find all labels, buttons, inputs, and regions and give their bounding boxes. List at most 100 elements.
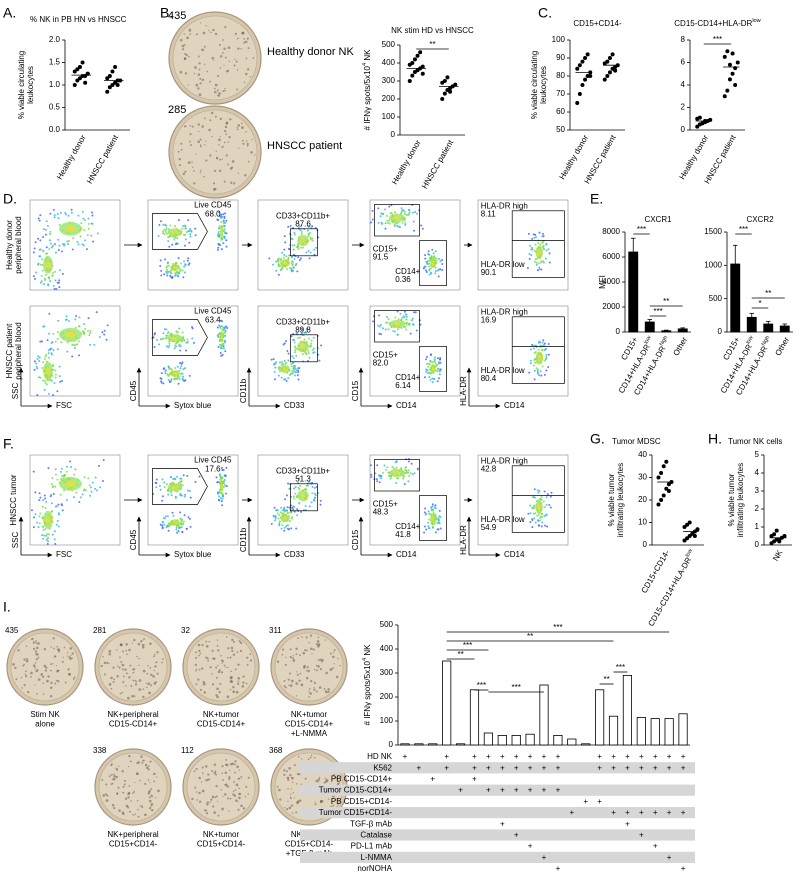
flow-event xyxy=(438,509,441,512)
y-tick-label: 6 xyxy=(681,58,686,67)
flow-event xyxy=(309,236,312,239)
flow-event xyxy=(161,527,164,530)
text-part: low xyxy=(644,334,654,345)
plate-caption: alone xyxy=(35,720,55,729)
plate-spot xyxy=(211,135,213,138)
flow-event xyxy=(47,540,50,543)
flow-event xyxy=(177,530,180,533)
plate-spot xyxy=(128,765,130,768)
flow-event xyxy=(393,224,396,227)
plate-spot xyxy=(22,664,25,667)
flow-event xyxy=(189,229,192,232)
flow-event xyxy=(35,521,38,524)
table-plus: + xyxy=(556,752,561,761)
gate-label: 41.8 xyxy=(395,530,411,539)
flow-event xyxy=(388,205,391,208)
gate-label: CD33+CD11b+ xyxy=(276,466,330,475)
flow-event xyxy=(542,244,545,247)
flow-event xyxy=(60,467,63,470)
flow-event xyxy=(184,493,187,496)
flow-event xyxy=(172,514,175,517)
y-tick-label: 200 xyxy=(380,692,394,701)
plate-spot xyxy=(223,47,226,50)
flow-event xyxy=(179,517,182,520)
plate-spot xyxy=(223,664,226,667)
flow-event xyxy=(222,220,225,223)
flow-event xyxy=(276,259,279,262)
flow-event xyxy=(396,477,399,480)
plate-spot xyxy=(214,32,218,36)
flow-event xyxy=(303,338,306,341)
flow-event xyxy=(425,528,428,531)
flow-event xyxy=(224,231,227,234)
plate-spot xyxy=(140,805,144,808)
plate-spot xyxy=(30,638,34,641)
flow-event xyxy=(298,366,301,369)
y-tick-label: 500 xyxy=(382,40,396,49)
flow-density xyxy=(221,228,223,234)
plate-caption: CD15-CD14+ xyxy=(197,720,246,729)
flow-event xyxy=(174,367,177,370)
plate-caption: NK+tumor xyxy=(203,830,240,839)
flow-event xyxy=(78,325,81,328)
flow-event xyxy=(46,379,49,382)
flow-event xyxy=(547,366,550,369)
flow-event xyxy=(308,257,311,260)
plate-spot xyxy=(55,665,58,667)
flow-event xyxy=(33,516,36,519)
flow-event xyxy=(415,329,418,332)
flow-event xyxy=(57,238,60,241)
plate-spot xyxy=(229,769,231,772)
y-tick-label: 2 xyxy=(681,103,686,112)
plate-spot xyxy=(182,172,186,176)
data-point xyxy=(83,80,88,85)
data-point xyxy=(682,525,687,529)
plate-caption: CD15+CD14- xyxy=(197,840,246,849)
flow-event xyxy=(378,325,381,328)
plate-spot xyxy=(153,655,155,658)
plate-caption: CD15-CD14+ xyxy=(109,720,158,729)
flow-event xyxy=(538,519,541,522)
flow-event xyxy=(39,376,42,379)
plate-spot xyxy=(26,657,28,660)
panel-letter: D. xyxy=(3,191,17,207)
x-tick-label: HNSCC patient xyxy=(85,133,121,186)
flow-event xyxy=(33,368,36,371)
flow-event xyxy=(437,517,440,520)
flow-event xyxy=(537,491,540,494)
flow-event xyxy=(51,244,54,247)
flow-event xyxy=(372,320,375,323)
flow-event xyxy=(218,473,221,476)
plate-spot xyxy=(229,688,232,691)
flow-event xyxy=(533,250,536,253)
y-tick-label: 0 xyxy=(755,540,760,549)
flow-event xyxy=(187,516,190,519)
plate-spot xyxy=(237,800,239,802)
flow-event xyxy=(66,240,69,243)
flow-event xyxy=(56,478,59,481)
significance-label: *** xyxy=(739,225,748,234)
flow-event xyxy=(162,223,165,226)
flow-event xyxy=(44,233,47,236)
flow-event xyxy=(279,258,282,261)
flow-event xyxy=(65,499,68,502)
plate-spot xyxy=(307,758,310,761)
flow-event xyxy=(179,480,182,483)
axis-label: HLA-DR xyxy=(459,525,468,555)
flow-plot xyxy=(29,454,121,546)
flow-event xyxy=(35,365,38,368)
flow-event xyxy=(539,498,542,501)
flow-event xyxy=(188,490,191,493)
gate-label: CD14+ xyxy=(395,522,420,531)
table-plus: + xyxy=(625,763,630,772)
flow-event xyxy=(392,467,395,470)
flow-event xyxy=(45,534,48,537)
flow-event xyxy=(294,486,297,489)
data-point xyxy=(72,83,77,87)
plate-spot xyxy=(211,770,214,772)
flow-event xyxy=(221,238,224,241)
plate-spot xyxy=(197,140,201,144)
flow-event xyxy=(56,331,59,334)
flow-event xyxy=(176,274,179,277)
plate-spot xyxy=(335,776,338,779)
